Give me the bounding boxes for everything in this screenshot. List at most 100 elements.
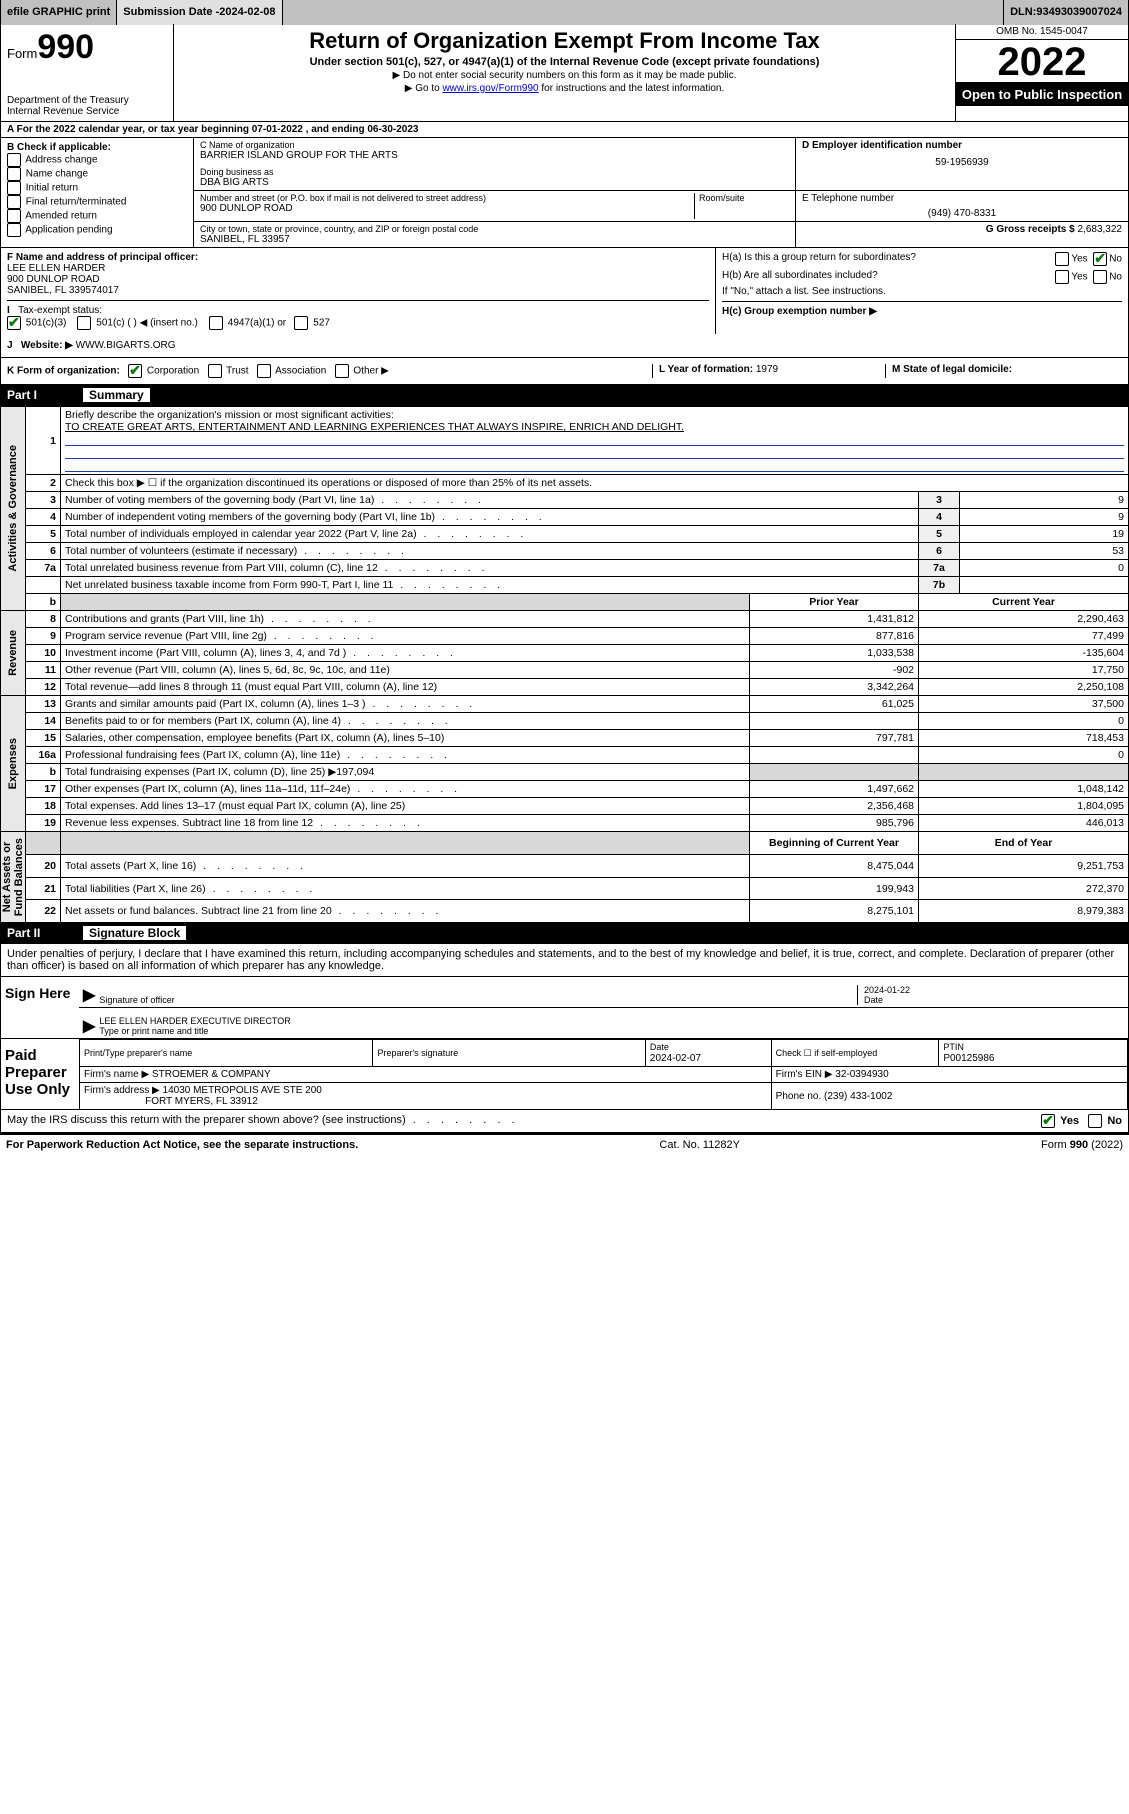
col-b-checkboxes: B Check if applicable: Address change Na… bbox=[1, 138, 194, 247]
firm-addr2: FORT MYERS, FL 33912 bbox=[145, 1096, 258, 1107]
c-street-label: Number and street (or P.O. box if mail i… bbox=[200, 193, 694, 203]
l9: Program service revenue (Part VIII, line… bbox=[61, 628, 750, 645]
l6: Total number of volunteers (estimate if … bbox=[61, 543, 919, 560]
d-ein-val: 59-1956939 bbox=[802, 157, 1122, 168]
footer-right: Form 990 (2022) bbox=[1041, 1139, 1123, 1151]
vtab-governance: Activities & Governance bbox=[7, 439, 19, 578]
l-year: 1979 bbox=[756, 364, 778, 375]
firm-name: STROEMER & COMPANY bbox=[152, 1069, 271, 1080]
cb-initial-return[interactable] bbox=[7, 181, 21, 195]
l8: Contributions and grants (Part VIII, lin… bbox=[61, 611, 750, 628]
topbar-spacer bbox=[283, 0, 1005, 25]
l22: Net assets or fund balances. Subtract li… bbox=[61, 900, 750, 923]
hb-note: If "No," attach a list. See instructions… bbox=[722, 286, 1122, 297]
cb-501c3[interactable] bbox=[7, 316, 21, 330]
c-dba: DBA BIG ARTS bbox=[200, 177, 789, 188]
sig-name-label: Type or print name and title bbox=[99, 1026, 208, 1036]
cb-name-change[interactable] bbox=[7, 167, 21, 181]
row-klm: K Form of organization: Corporation Trus… bbox=[0, 358, 1129, 385]
v3: 9 bbox=[960, 492, 1129, 509]
c-org-name: BARRIER ISLAND GROUP FOR THE ARTS bbox=[200, 150, 789, 161]
cb-trust[interactable] bbox=[208, 364, 222, 378]
c-dba-label: Doing business as bbox=[200, 167, 789, 177]
l15: Salaries, other compensation, employee b… bbox=[61, 730, 750, 747]
firm-phone: (239) 433-1002 bbox=[824, 1091, 892, 1102]
omb-number: OMB No. 1545-0047 bbox=[956, 24, 1128, 40]
cb-527[interactable] bbox=[294, 316, 308, 330]
form-title: Return of Organization Exempt From Incom… bbox=[180, 28, 949, 54]
cb-other[interactable] bbox=[335, 364, 349, 378]
l1-label: Briefly describe the organization's miss… bbox=[65, 409, 394, 421]
website-val: WWW.BIGARTS.ORG bbox=[76, 340, 176, 351]
f-addr2: SANIBEL, FL 339574017 bbox=[7, 285, 119, 296]
cb-discuss-no[interactable] bbox=[1088, 1114, 1102, 1128]
curr-hdr: Current Year bbox=[919, 594, 1129, 611]
cb-hb-no[interactable] bbox=[1093, 270, 1107, 284]
cb-501c[interactable] bbox=[77, 316, 91, 330]
c-city-label: City or town, state or province, country… bbox=[200, 224, 789, 234]
cb-4947[interactable] bbox=[209, 316, 223, 330]
e-phone-label: E Telephone number bbox=[802, 193, 894, 204]
c-city: SANIBEL, FL 33957 bbox=[200, 234, 789, 245]
arrow-icon: ▶ bbox=[83, 985, 95, 1005]
preparer-table: Print/Type preparer's name Preparer's si… bbox=[79, 1039, 1128, 1109]
cb-app-pending[interactable] bbox=[7, 223, 21, 237]
prior-hdr: Prior Year bbox=[750, 594, 919, 611]
page-footer: For Paperwork Reduction Act Notice, see … bbox=[0, 1133, 1129, 1155]
dept-treasury: Department of the Treasury Internal Reve… bbox=[7, 95, 167, 117]
firm-ein: 32-0394930 bbox=[835, 1069, 888, 1080]
l7a: Total unrelated business revenue from Pa… bbox=[61, 560, 919, 577]
vtab-expenses: Expenses bbox=[7, 732, 19, 795]
form-subtitle-1: Under section 501(c), 527, or 4947(a)(1)… bbox=[180, 56, 949, 68]
l19: Revenue less expenses. Subtract line 18 … bbox=[61, 815, 750, 832]
v7a: 0 bbox=[960, 560, 1129, 577]
cb-corp[interactable] bbox=[128, 364, 142, 378]
g-gross-label: G Gross receipts $ bbox=[986, 224, 1078, 235]
m-label: M State of legal domicile: bbox=[892, 364, 1012, 375]
cb-ha-no[interactable] bbox=[1093, 252, 1107, 266]
cb-address-change[interactable] bbox=[7, 153, 21, 167]
section-fhi: F Name and address of principal officer:… bbox=[0, 247, 1129, 334]
l5: Total number of individuals employed in … bbox=[61, 526, 919, 543]
l2: Check this box ▶ ☐ if the organization d… bbox=[61, 475, 1129, 492]
sig-date-label: Date bbox=[864, 995, 883, 1005]
irs-link[interactable]: www.irs.gov/Form990 bbox=[442, 83, 538, 94]
arrow-icon: ▶ bbox=[83, 1016, 95, 1036]
form-header: Form990 Department of the Treasury Inter… bbox=[0, 24, 1129, 122]
discuss-row: May the IRS discuss this return with the… bbox=[1, 1109, 1128, 1132]
cb-amended[interactable] bbox=[7, 209, 21, 223]
f-name: LEE ELLEN HARDER bbox=[7, 263, 105, 274]
e-phone-val: (949) 470-8331 bbox=[802, 208, 1122, 219]
l1-mission: TO CREATE GREAT ARTS, ENTERTAINMENT AND … bbox=[65, 421, 684, 433]
cb-assoc[interactable] bbox=[257, 364, 271, 378]
l18: Total expenses. Add lines 13–17 (must eq… bbox=[61, 798, 750, 815]
l17: Other expenses (Part IX, column (A), lin… bbox=[61, 781, 750, 798]
vtab-revenue: Revenue bbox=[7, 624, 19, 682]
hc-label: H(c) Group exemption number ▶ bbox=[722, 306, 877, 317]
cb-discuss-yes[interactable] bbox=[1041, 1114, 1055, 1128]
ha-label: H(a) Is this a group return for subordin… bbox=[722, 252, 916, 266]
firm-addr1: 14030 METROPOLIS AVE STE 200 bbox=[163, 1085, 322, 1096]
cb-final-return[interactable] bbox=[7, 195, 21, 209]
l12: Total revenue—add lines 8 through 11 (mu… bbox=[61, 679, 750, 696]
l20: Total assets (Part X, line 16) bbox=[61, 854, 750, 877]
part1-header: Part I Summary bbox=[1, 385, 1128, 405]
open-to-public: Open to Public Inspection bbox=[956, 83, 1128, 106]
cb-hb-yes[interactable] bbox=[1055, 270, 1069, 284]
efile-label[interactable]: efile GRAPHIC print bbox=[1, 0, 117, 25]
form-subtitle-2: ▶ Do not enter social security numbers o… bbox=[180, 70, 949, 81]
g-gross-val: 2,683,322 bbox=[1078, 224, 1123, 235]
row-j-website: J Website: ▶ WWW.BIGARTS.ORG bbox=[0, 334, 1129, 358]
cb-ha-yes[interactable] bbox=[1055, 252, 1069, 266]
submission-date-btn[interactable]: Submission Date - 2024-02-08 bbox=[117, 0, 282, 25]
l14: Benefits paid to or for members (Part IX… bbox=[61, 713, 750, 730]
sign-here-label: Sign Here bbox=[1, 977, 79, 1038]
v4: 9 bbox=[960, 509, 1129, 526]
l16b: Total fundraising expenses (Part IX, col… bbox=[61, 764, 750, 781]
sig-officer-name: LEE ELLEN HARDER EXECUTIVE DIRECTOR bbox=[99, 1016, 1124, 1026]
d-ein-label: D Employer identification number bbox=[802, 140, 962, 151]
sig-intro: Under penalties of perjury, I declare th… bbox=[1, 944, 1128, 976]
paid-preparer-label: Paid Preparer Use Only bbox=[1, 1039, 79, 1109]
v6: 53 bbox=[960, 543, 1129, 560]
top-action-bar: efile GRAPHIC print Submission Date - 20… bbox=[0, 0, 1129, 24]
